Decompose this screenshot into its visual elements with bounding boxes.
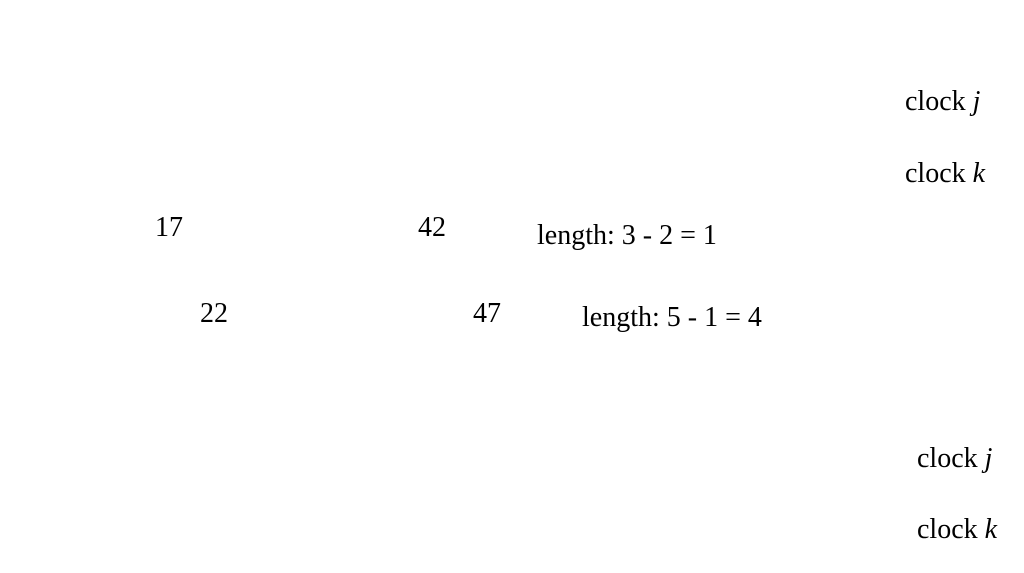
top-interval-end-label: 42: [418, 212, 446, 243]
bottom-interval-start-label: 22: [200, 298, 228, 329]
bottom-length-text: length: 5 - 1 = 4: [582, 302, 762, 333]
top-clock-k-label: clock k: [905, 158, 986, 189]
bottom-clock-k-label: clock k: [917, 514, 998, 545]
top-clock-j-label: clock j: [905, 86, 981, 117]
bottom-clock-j-label: clock j: [917, 443, 993, 474]
bottom-interval-end-label: 47: [473, 298, 501, 329]
top-interval-start-label: 17: [155, 212, 183, 243]
top-panel: clock j clock k 17 42 length: 3 - 2 = 1: [155, 86, 986, 251]
top-length-text: length: 3 - 2 = 1: [537, 220, 717, 251]
bottom-panel: clock j clock k 22 47 length: 5 - 1 = 4: [200, 298, 998, 545]
